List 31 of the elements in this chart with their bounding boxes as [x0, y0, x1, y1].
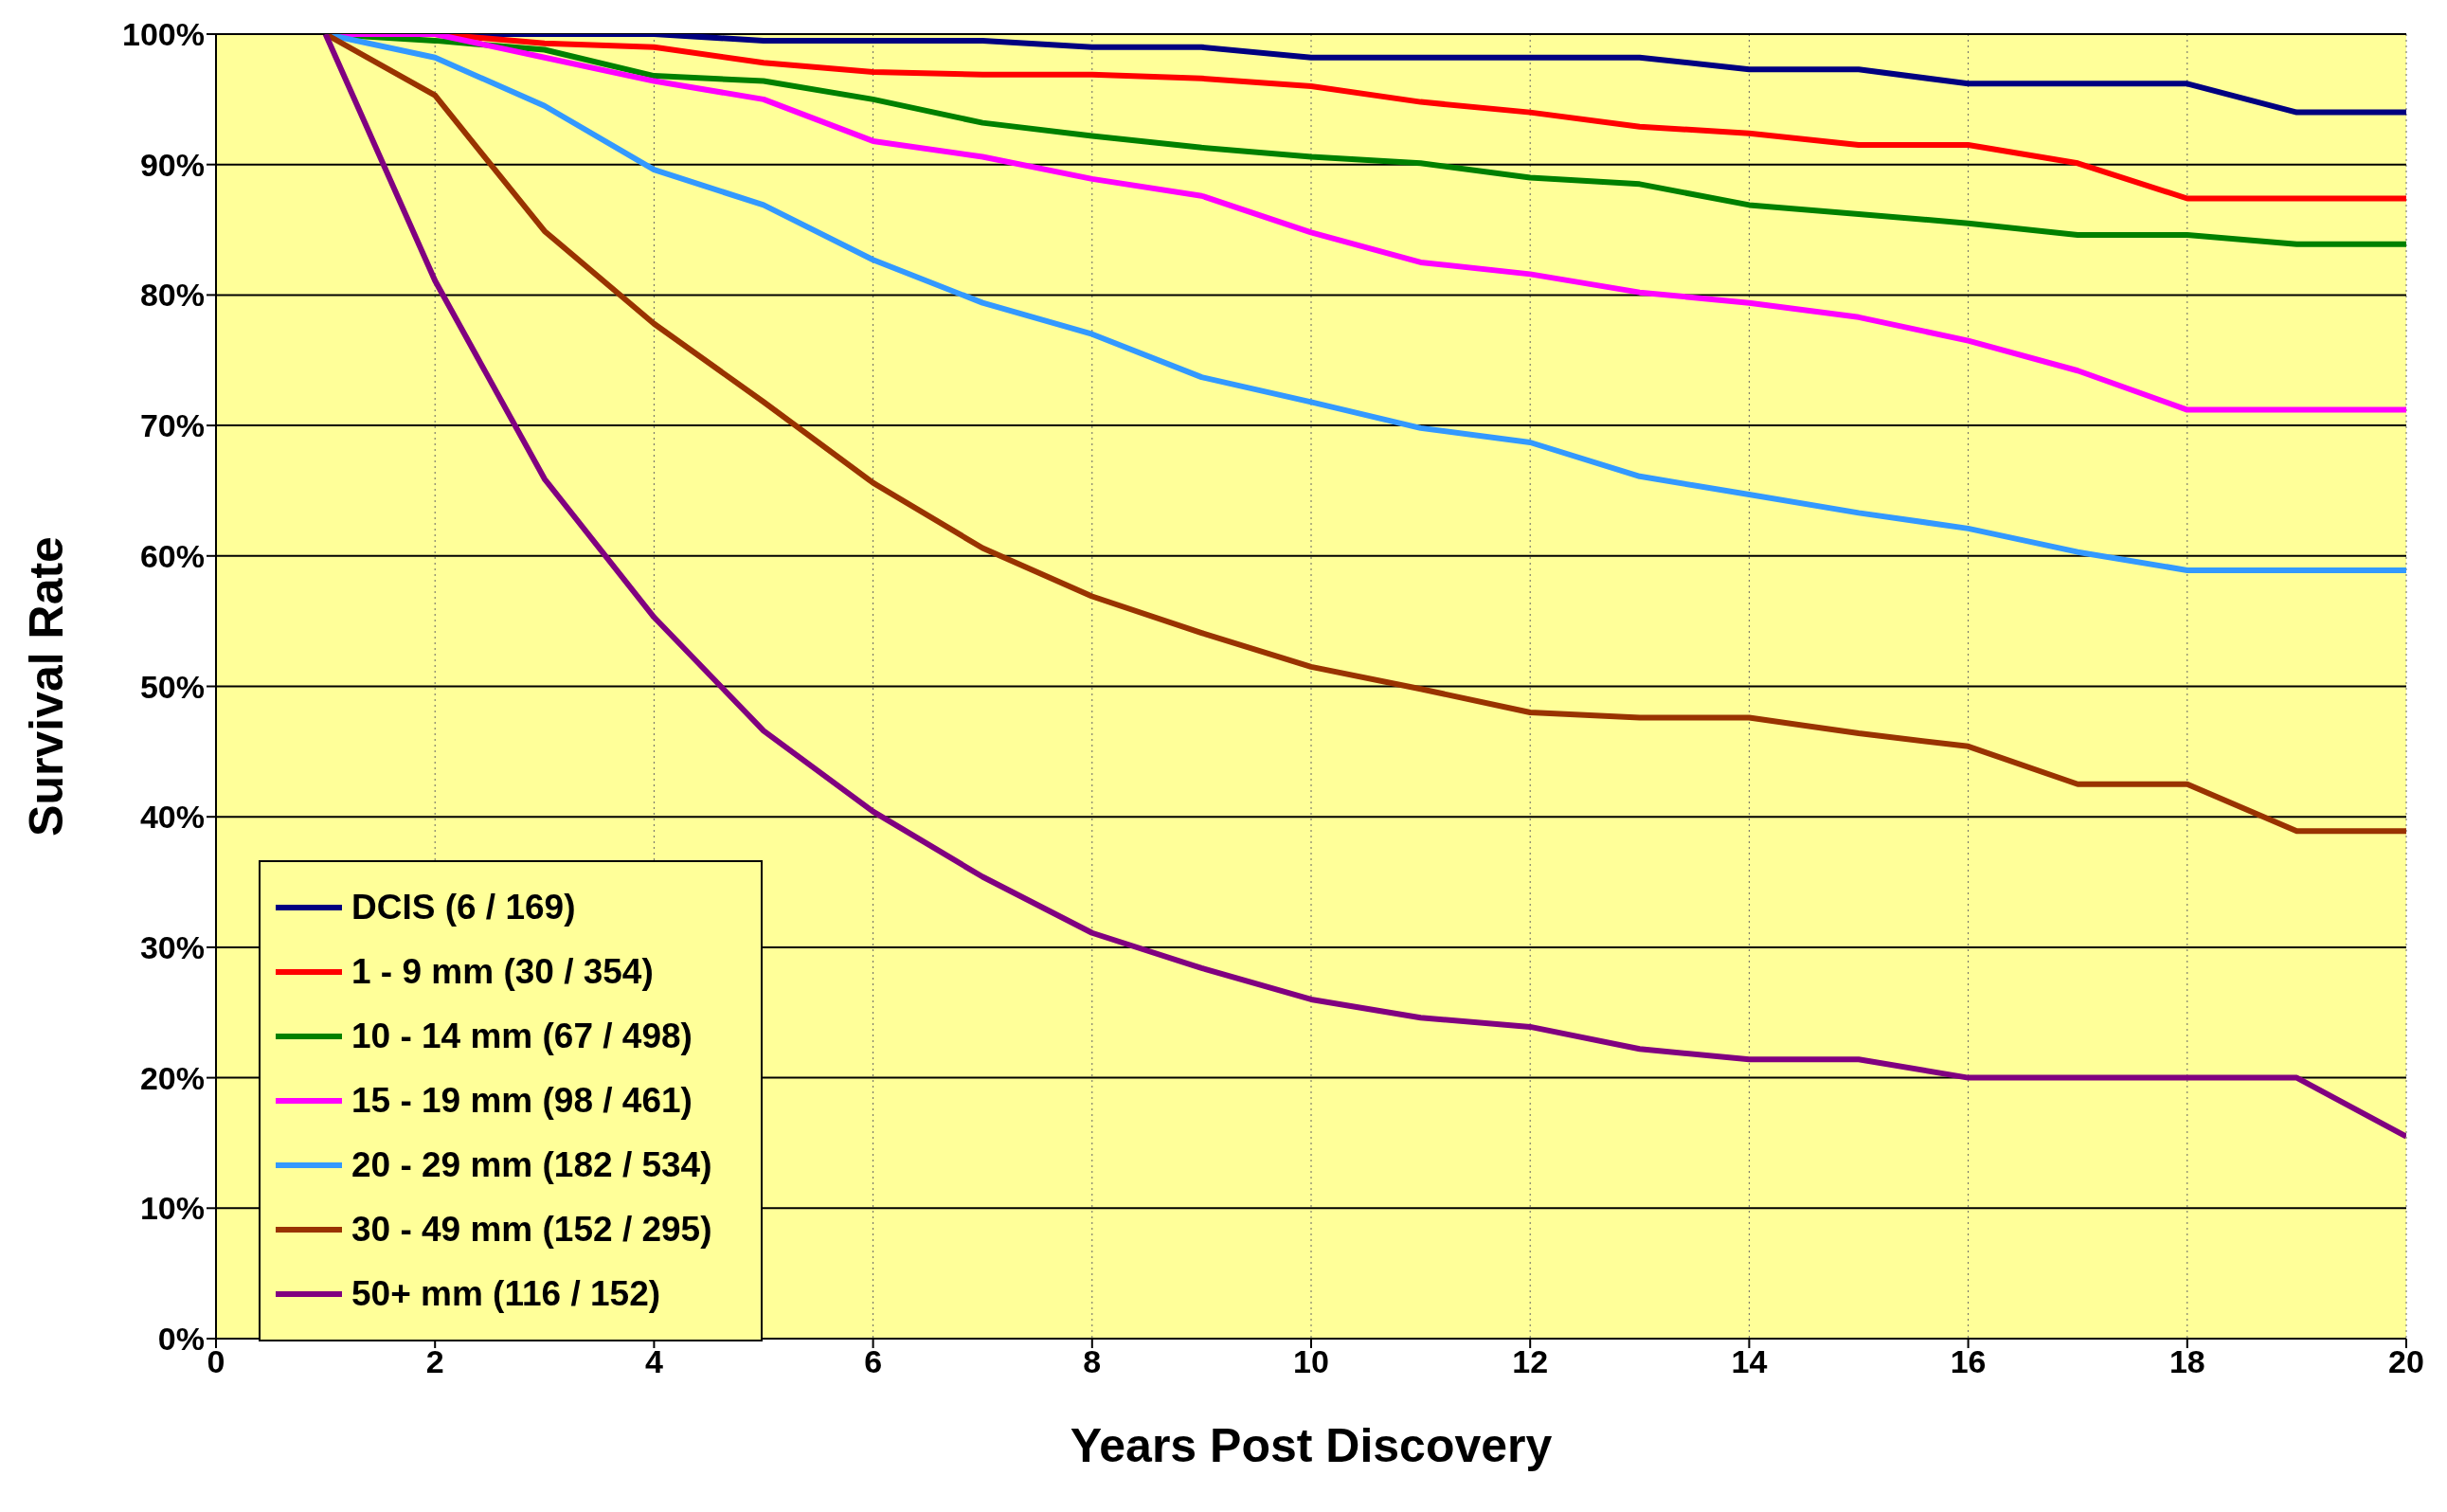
x-tick-label: 12 [1512, 1343, 1549, 1380]
x-tick-label: 4 [644, 1343, 663, 1380]
y-tick-label: 40% [139, 799, 205, 836]
x-tick-label: 16 [1950, 1343, 1987, 1380]
x-tick-label: 20 [2388, 1343, 2424, 1380]
y-tick-label: 60% [139, 537, 205, 574]
y-tick-label: 0% [157, 1321, 205, 1358]
x-axis-title: Years Post Discovery [1070, 1419, 1553, 1472]
legend-label: 1 - 9 mm (30 / 354) [351, 952, 654, 992]
x-tick-label: 10 [1293, 1343, 1329, 1380]
legend-label: 50+ mm (116 / 152) [351, 1274, 661, 1314]
legend-label: DCIS (6 / 169) [351, 888, 576, 927]
x-tick-label: 8 [1083, 1343, 1102, 1380]
legend-label: 15 - 19 mm (98 / 461) [351, 1081, 693, 1121]
x-tick-label: 0 [207, 1343, 225, 1380]
y-tick-label: 80% [139, 277, 205, 314]
y-tick-label: 70% [139, 407, 205, 444]
y-tick-label: 10% [139, 1190, 205, 1227]
y-tick-label: 50% [139, 668, 205, 705]
y-tick-label: 20% [139, 1059, 205, 1096]
y-tick-label: 30% [139, 928, 205, 965]
y-axis-title: Survival Rate [19, 536, 73, 837]
x-tick-label: 2 [425, 1343, 444, 1380]
legend-label: 30 - 49 mm (152 / 295) [351, 1210, 712, 1250]
x-tick-label: 14 [1731, 1343, 1768, 1380]
x-tick-label: 6 [864, 1343, 883, 1380]
legend-label: 20 - 29 mm (182 / 534) [351, 1145, 712, 1185]
y-tick-label: 100% [122, 16, 205, 53]
x-tick-label: 18 [2168, 1343, 2205, 1380]
legend-label: 10 - 14 mm (67 / 498) [351, 1017, 693, 1056]
y-tick-label: 90% [139, 146, 205, 183]
